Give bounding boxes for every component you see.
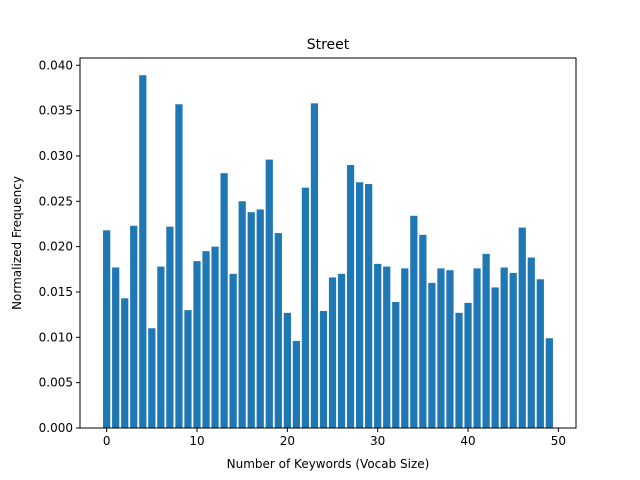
- bar-35: [419, 234, 427, 428]
- bar-46: [518, 227, 526, 428]
- plot-frame: [79, 57, 577, 429]
- bar-49: [545, 338, 553, 428]
- bar-14: [229, 273, 237, 428]
- bar-13: [220, 173, 228, 428]
- bar-15: [238, 201, 246, 428]
- bar-3: [130, 225, 138, 428]
- bar-48: [536, 279, 544, 428]
- x-tick-label: 0: [103, 434, 111, 448]
- bar-18: [265, 159, 273, 428]
- bar-33: [401, 268, 409, 428]
- bar-22: [301, 187, 310, 428]
- x-tick-label: 40: [460, 434, 475, 448]
- y-tick-label: 0.025: [39, 194, 73, 208]
- bar-12: [211, 246, 219, 428]
- bar-36: [428, 282, 436, 428]
- bar-6: [157, 266, 165, 428]
- bar-9: [184, 310, 192, 428]
- bar-24: [319, 311, 328, 428]
- bar-21: [292, 340, 300, 428]
- y-tick-label: 0.015: [39, 285, 73, 299]
- bar-39: [455, 312, 463, 428]
- bar-30: [374, 263, 382, 428]
- bar-44: [500, 267, 508, 428]
- y-axis-ticks: 0.000 0.005 0.010 0.015 0.020 0.025 0.030 0.035…: [39, 58, 80, 435]
- bar-7: [166, 226, 174, 428]
- bar-4: [139, 75, 147, 428]
- bar-5: [148, 328, 156, 428]
- bar-34: [410, 215, 418, 428]
- bar-47: [527, 257, 535, 428]
- bar-29: [365, 184, 373, 428]
- bar-2: [121, 298, 129, 428]
- x-axis-label: Number of Keywords (Vocab Size): [227, 457, 430, 471]
- y-tick-label: 0.040: [39, 58, 73, 72]
- bar-42: [482, 253, 490, 428]
- chart-title: Street: [307, 37, 350, 53]
- bar-28: [356, 182, 364, 428]
- x-tick-label: 10: [189, 434, 204, 448]
- bar-8: [175, 104, 183, 428]
- y-tick-label: 0.030: [39, 149, 73, 163]
- bar-23: [310, 103, 319, 428]
- bar-27: [346, 165, 355, 428]
- bar-31: [383, 266, 391, 428]
- bar-45: [509, 272, 517, 428]
- bar-40: [464, 302, 472, 428]
- bar-17: [256, 209, 264, 428]
- bar-20: [283, 312, 291, 428]
- bar-25: [328, 277, 337, 428]
- bar-43: [491, 287, 499, 428]
- bar-19: [274, 233, 282, 428]
- y-axis-label: Normalized Frequency: [10, 176, 24, 310]
- bar-16: [247, 212, 255, 428]
- bar-26: [337, 273, 346, 428]
- x-tick-label: 50: [551, 434, 566, 448]
- bar-41: [473, 268, 481, 428]
- x-axis-ticks: 0 10 20 30 40 50: [103, 428, 566, 448]
- y-tick-label: 0.035: [39, 104, 73, 118]
- x-tick-label: 20: [280, 434, 295, 448]
- y-tick-label: 0.020: [39, 240, 73, 254]
- bar-0: [103, 230, 111, 428]
- bar-1: [112, 267, 120, 428]
- bars-group: [103, 75, 553, 428]
- bar-10: [193, 261, 201, 428]
- bar-32: [392, 301, 400, 428]
- bar-37: [437, 268, 445, 428]
- bar-38: [446, 270, 454, 428]
- y-tick-label: 0.010: [39, 330, 73, 344]
- y-tick-label: 0.005: [39, 376, 73, 390]
- y-tick-label: 0.000: [39, 421, 73, 435]
- bar-11: [202, 251, 210, 428]
- x-tick-label: 30: [370, 434, 385, 448]
